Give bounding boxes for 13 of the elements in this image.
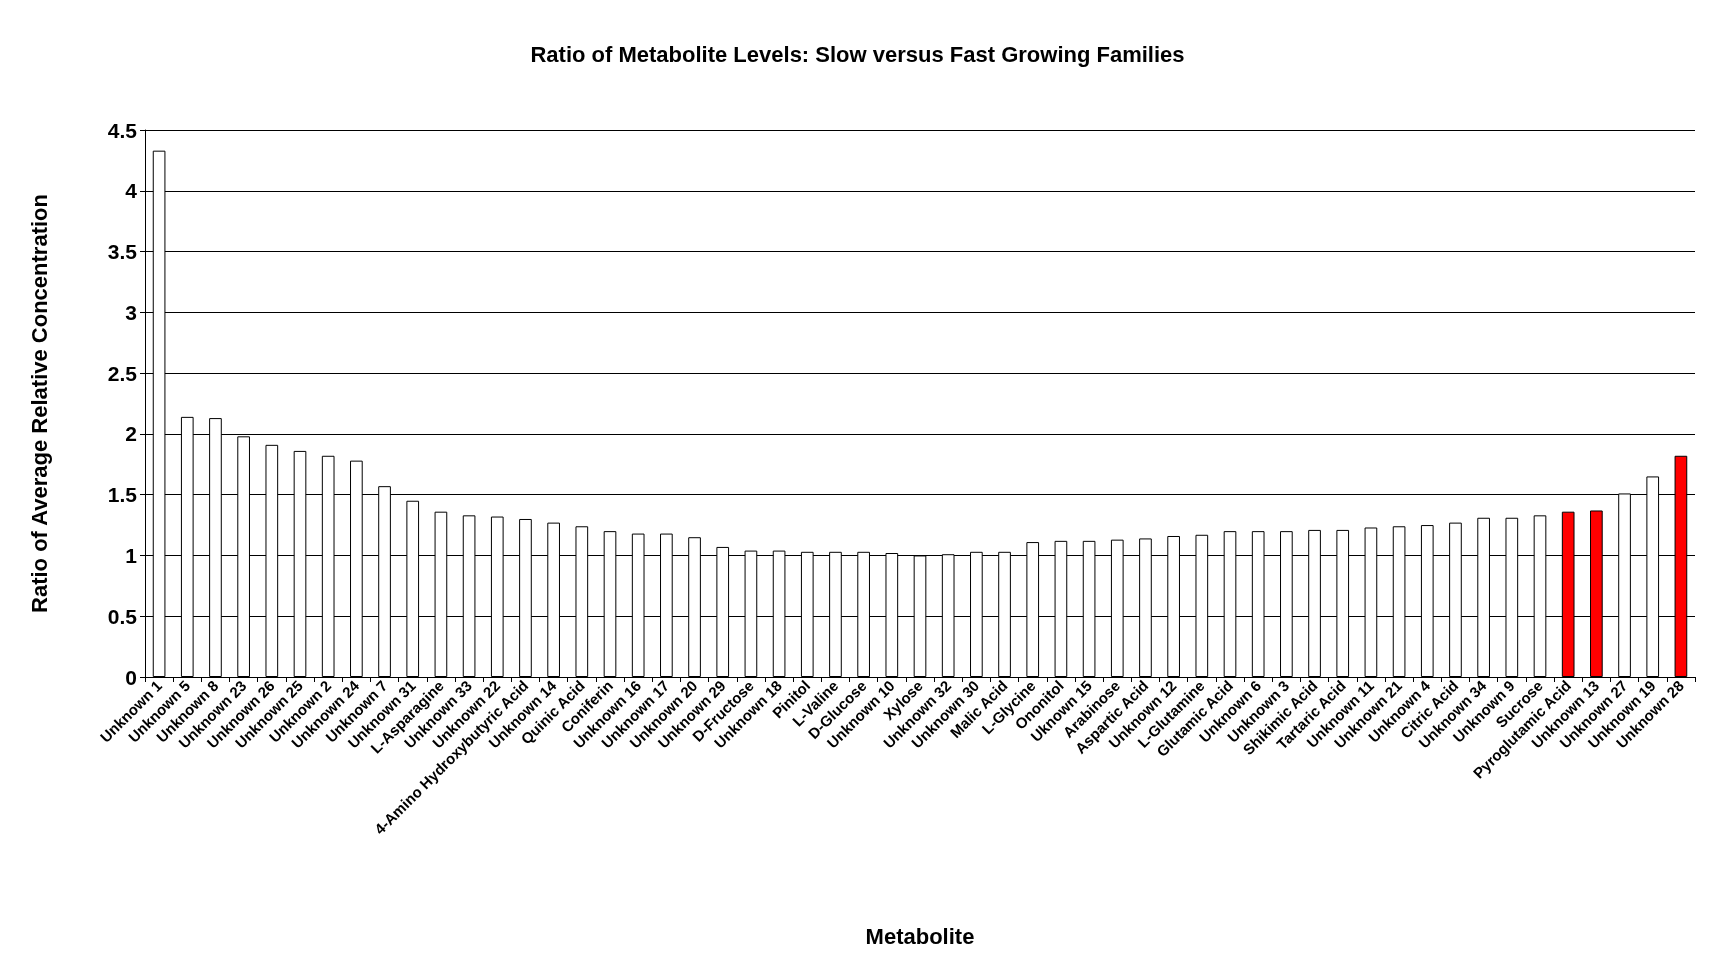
y-tick-label: 1 — [125, 543, 138, 567]
y-tick-label: 4 — [125, 179, 138, 203]
y-tick-label: 0.5 — [107, 604, 138, 628]
y-tick-label: 3 — [125, 300, 137, 324]
y-tick-label: 3.5 — [107, 240, 138, 264]
chart-title: Ratio of Metabolite Levels: Slow versus Fast Growing Families — [530, 41, 1185, 67]
y-tick-label: 1.5 — [107, 483, 138, 507]
y-tick-label: 2 — [125, 422, 137, 446]
x-axis-title: Metabolite — [865, 923, 975, 949]
y-tick-label: 0 — [125, 665, 137, 689]
y-axis-title: Ratio of Average Relative Concentration — [26, 194, 52, 613]
y-tick-label: 4.5 — [107, 118, 138, 142]
y-tick-label: 2.5 — [107, 361, 138, 385]
